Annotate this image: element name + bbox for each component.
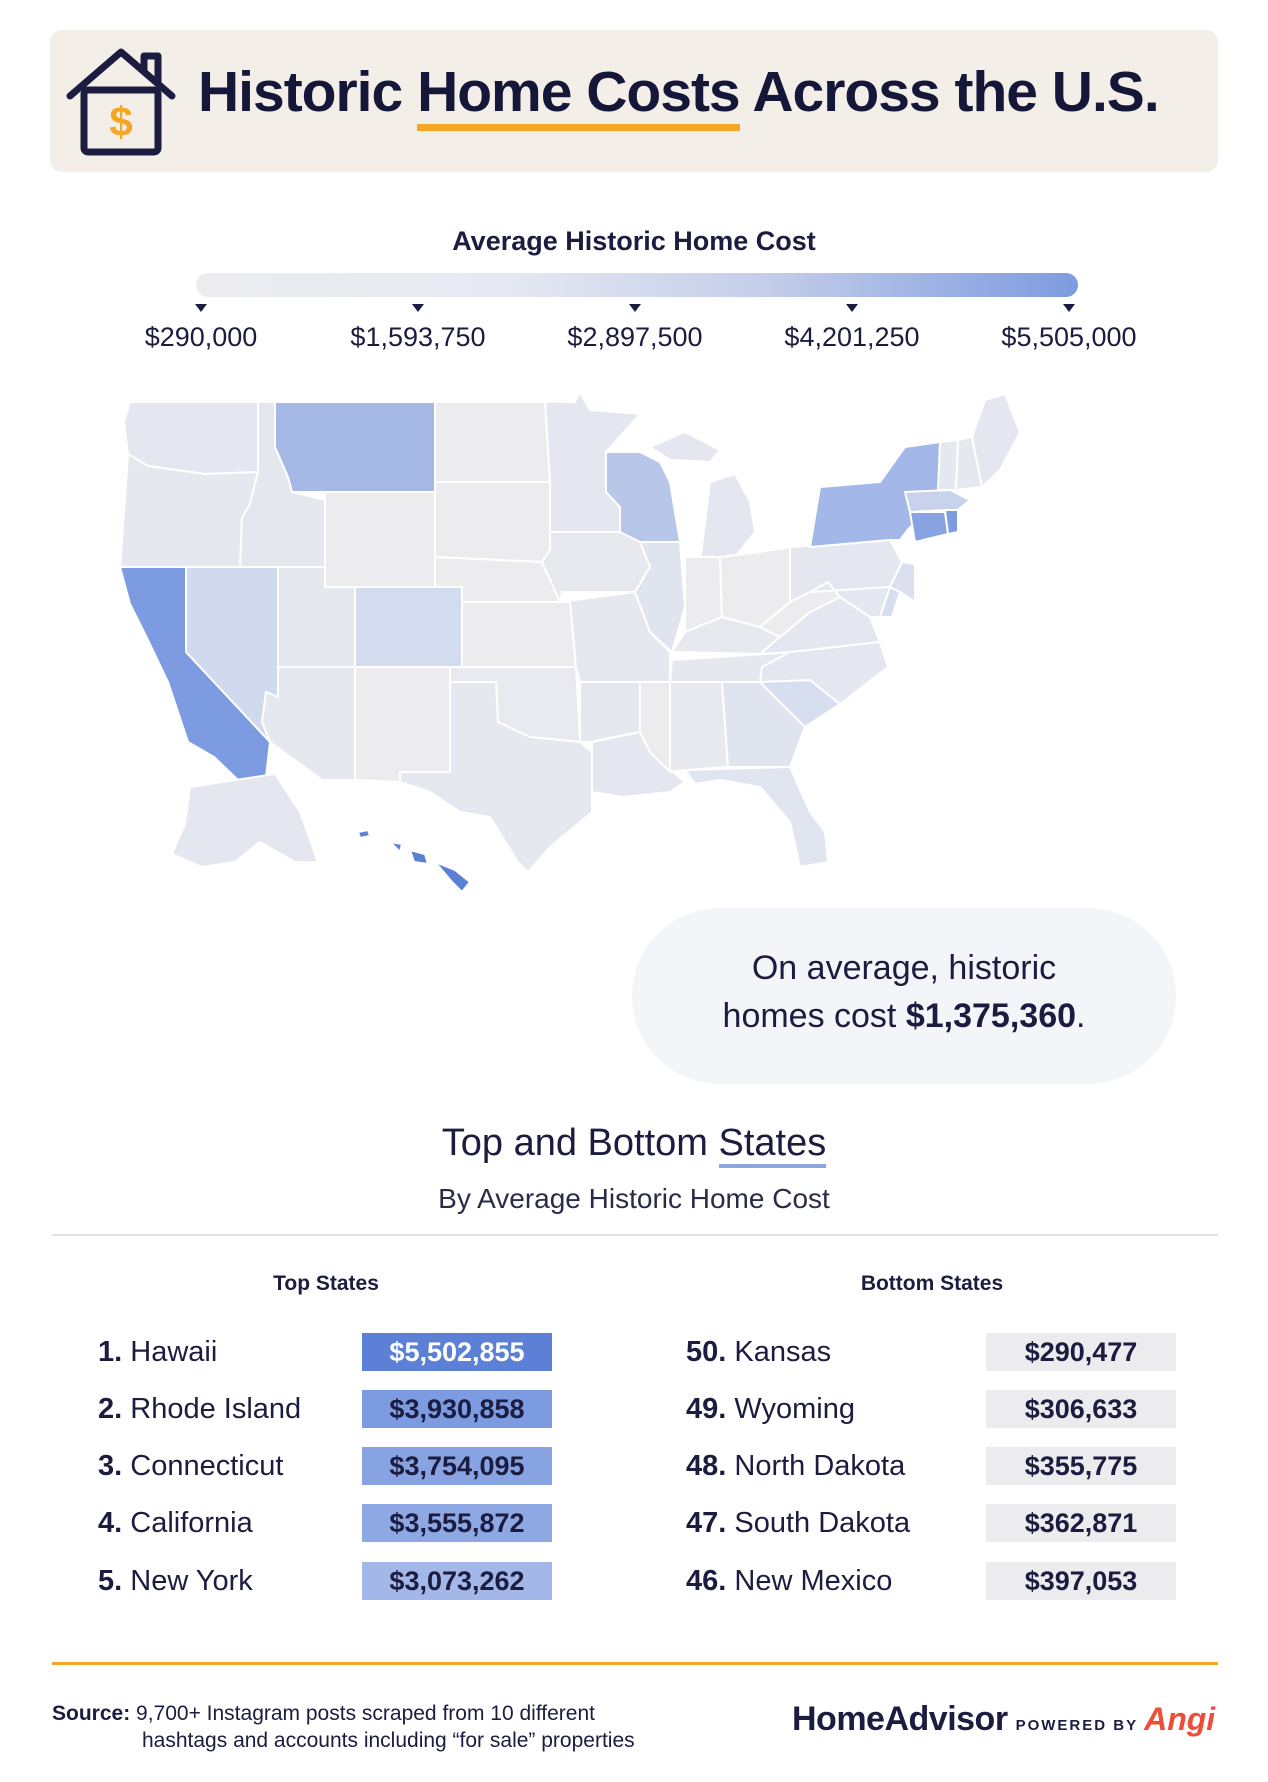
footer-divider: [52, 1662, 1218, 1665]
legend-color-scale: [196, 273, 1078, 297]
top-state-row: 1. Hawaii: [98, 1336, 218, 1368]
state-mississippi: [639, 681, 671, 773]
us-choropleth-map: [119, 392, 1021, 893]
state-florida: [684, 766, 829, 868]
bottom-state-row: 47. South Dakota: [686, 1507, 911, 1539]
state-rhode-island: [944, 509, 959, 535]
svg-text:$: $: [109, 98, 132, 145]
top-state-row: 4. California: [98, 1507, 253, 1539]
state-texas: [399, 681, 593, 873]
legend-tick-mark: [629, 304, 641, 312]
top-state-value: $5,502,855: [362, 1333, 552, 1371]
bottom-states-heading: Bottom States: [860, 1272, 1004, 1295]
state-colorado: [354, 586, 463, 668]
section-title: Top and Bottom States: [0, 1122, 1268, 1168]
source-note: Source: 9,700+ Instagram posts scraped f…: [52, 1702, 635, 1752]
state-massachusetts: [904, 489, 971, 513]
page-title: Historic Home Costs Across the U.S.: [198, 52, 1208, 132]
state-michigan-upper: [649, 431, 721, 463]
bottom-state-value: $362,871: [986, 1504, 1176, 1542]
state-new-mexico: [354, 666, 451, 783]
average-value: $1,375,360: [905, 997, 1077, 1035]
bottom-state-row: 49. Wyoming: [686, 1393, 855, 1425]
top-state-row: 2. Rhode Island: [98, 1393, 302, 1425]
legend-tick-mark: [195, 304, 207, 312]
state-alaska: [171, 773, 319, 868]
top-states-heading: Top States: [273, 1272, 379, 1295]
state-connecticut: [909, 511, 949, 543]
bottom-state-value: $355,775: [986, 1447, 1176, 1485]
legend-tick-mark: [846, 304, 858, 312]
legend-tick-label: $5,505,000: [1001, 322, 1137, 352]
section-subtitle: By Average Historic Home Cost: [438, 1183, 830, 1214]
bottom-state-row: 46. New Mexico: [686, 1565, 893, 1597]
state-vermont: [937, 439, 959, 491]
state-alabama: [669, 681, 729, 773]
state-new-jersey: [889, 561, 916, 603]
legend-tick-label: $2,897,500: [567, 322, 703, 352]
legend-tick-mark: [412, 304, 424, 312]
state-wyoming: [324, 491, 436, 588]
average-callout: On average, historic homes cost $1,375,3…: [632, 908, 1176, 1084]
legend-tick-label: $1,593,750: [350, 322, 486, 352]
angi-logo: Angi: [1144, 1701, 1216, 1737]
legend-title: Average Historic Home Cost: [452, 226, 816, 256]
legend-tick-mark: [1063, 304, 1075, 312]
state-illinois: [634, 541, 686, 653]
top-state-value: $3,930,858: [362, 1390, 552, 1428]
legend-tick-label: $290,000: [144, 322, 258, 352]
top-state-value: $3,754,095: [362, 1447, 552, 1485]
bottom-state-row: 50. Kansas: [686, 1336, 832, 1368]
top-state-value: $3,555,872: [362, 1504, 552, 1542]
bottom-state-row: 48. North Dakota: [686, 1450, 906, 1482]
state-maine: [971, 393, 1021, 488]
average-text: On average, historic homes cost $1,375,3…: [722, 949, 1086, 1035]
homeadvisor-logo: HomeAdvisor: [792, 1700, 1008, 1738]
divider: [52, 1234, 1218, 1236]
header-banner: [50, 30, 1218, 172]
state-south-dakota: [434, 481, 551, 563]
legend-tick-label: $4,201,250: [784, 322, 920, 352]
brand-logo: HomeAdvisor POWERED BY Angi: [792, 1700, 1215, 1739]
state-michigan: [699, 473, 756, 563]
top-state-value: $3,073,262: [362, 1562, 552, 1600]
bottom-state-value: $306,633: [986, 1390, 1176, 1428]
house-dollar-icon: $: [66, 48, 176, 156]
state-montana: [274, 401, 436, 493]
state-hawaii: [357, 829, 471, 893]
state-kansas: [461, 601, 577, 668]
powered-by-label: POWERED BY: [1015, 1717, 1139, 1734]
top-state-row: 3. Connecticut: [98, 1450, 284, 1482]
bottom-state-value: $397,053: [986, 1562, 1176, 1600]
state-georgia: [721, 681, 806, 768]
state-north-dakota: [434, 401, 551, 483]
bottom-state-value: $290,477: [986, 1333, 1176, 1371]
top-state-row: 5. New York: [98, 1565, 253, 1597]
state-north-carolina: [759, 641, 889, 705]
